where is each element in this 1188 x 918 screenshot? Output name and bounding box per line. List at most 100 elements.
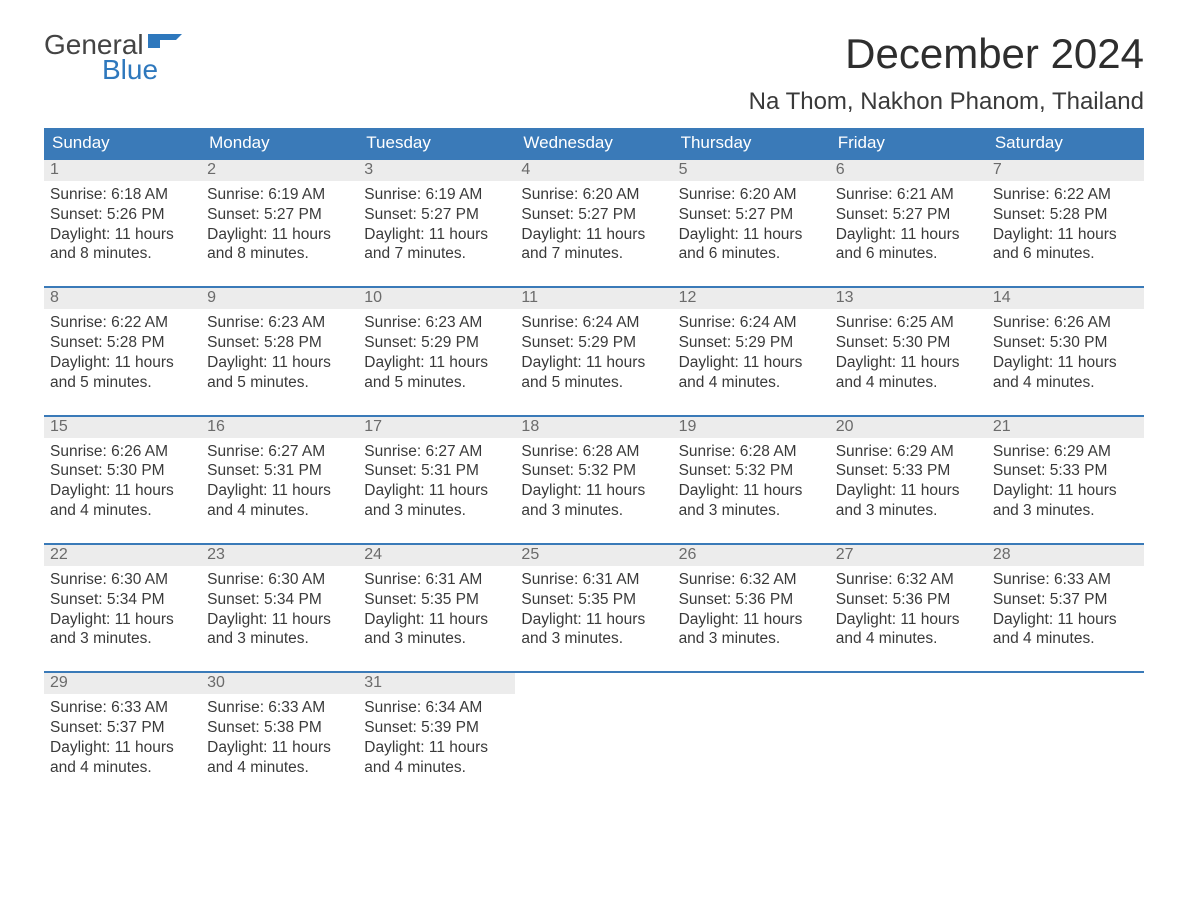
day-content-cell: Sunrise: 6:33 AMSunset: 5:37 PMDaylight:… [987, 566, 1144, 672]
sunset-text: Sunset: 5:30 PM [993, 333, 1138, 353]
day-number-cell: 15 [44, 416, 201, 438]
day-content-cell: Sunrise: 6:31 AMSunset: 5:35 PMDaylight:… [515, 566, 672, 672]
sunset-text: Sunset: 5:27 PM [521, 205, 666, 225]
weekday-header: Wednesday [515, 128, 672, 159]
day-number-cell: 7 [987, 159, 1144, 181]
logo: General Blue [44, 30, 182, 85]
sunset-text: Sunset: 5:36 PM [679, 590, 824, 610]
day-content-cell: Sunrise: 6:22 AMSunset: 5:28 PMDaylight:… [44, 309, 201, 415]
sunset-text: Sunset: 5:32 PM [521, 461, 666, 481]
sunrise-text: Sunrise: 6:30 AM [207, 570, 352, 590]
sunset-text: Sunset: 5:34 PM [207, 590, 352, 610]
sunrise-text: Sunrise: 6:26 AM [993, 313, 1138, 333]
daylight-text: Daylight: 11 hours and 4 minutes. [993, 610, 1138, 650]
sunset-text: Sunset: 5:28 PM [50, 333, 195, 353]
sunset-text: Sunset: 5:37 PM [993, 590, 1138, 610]
day-number-cell: 16 [201, 416, 358, 438]
day-number-cell: 11 [515, 287, 672, 309]
sunrise-text: Sunrise: 6:20 AM [679, 185, 824, 205]
daylight-text: Daylight: 11 hours and 6 minutes. [993, 225, 1138, 265]
sunset-text: Sunset: 5:31 PM [364, 461, 509, 481]
day-number-cell [830, 672, 987, 694]
day-number-cell: 8 [44, 287, 201, 309]
weekday-header-row: SundayMondayTuesdayWednesdayThursdayFrid… [44, 128, 1144, 159]
day-content-cell: Sunrise: 6:19 AMSunset: 5:27 PMDaylight:… [358, 181, 515, 287]
daylight-text: Daylight: 11 hours and 5 minutes. [521, 353, 666, 393]
sunset-text: Sunset: 5:35 PM [521, 590, 666, 610]
weekday-header: Thursday [673, 128, 830, 159]
day-number-cell [673, 672, 830, 694]
day-number-cell: 25 [515, 544, 672, 566]
sunrise-text: Sunrise: 6:32 AM [679, 570, 824, 590]
day-number-cell: 21 [987, 416, 1144, 438]
daylight-text: Daylight: 11 hours and 3 minutes. [364, 610, 509, 650]
day-content-cell: Sunrise: 6:28 AMSunset: 5:32 PMDaylight:… [673, 438, 830, 544]
day-number-cell [987, 672, 1144, 694]
daylight-text: Daylight: 11 hours and 4 minutes. [207, 481, 352, 521]
day-content-cell: Sunrise: 6:29 AMSunset: 5:33 PMDaylight:… [830, 438, 987, 544]
day-content-row: Sunrise: 6:22 AMSunset: 5:28 PM Daylight:… [44, 309, 1144, 415]
sunset-text: Sunset: 5:27 PM [364, 205, 509, 225]
sunrise-text: Sunrise: 6:25 AM [836, 313, 981, 333]
sunrise-text: Sunrise: 6:27 AM [207, 442, 352, 462]
daylight-text: Daylight: 11 hours and 8 minutes. [207, 225, 352, 265]
sunrise-text: Sunrise: 6:29 AM [993, 442, 1138, 462]
day-content-cell: Sunrise: 6:33 AMSunset: 5:38 PMDaylight:… [201, 694, 358, 800]
sunrise-text: Sunrise: 6:28 AM [521, 442, 666, 462]
daylight-text: Daylight: 11 hours and 3 minutes. [679, 481, 824, 521]
weekday-header: Monday [201, 128, 358, 159]
sunrise-text: Sunrise: 6:19 AM [364, 185, 509, 205]
day-number-cell: 4 [515, 159, 672, 181]
sunset-text: Sunset: 5:33 PM [836, 461, 981, 481]
sunrise-text: Sunrise: 6:24 AM [679, 313, 824, 333]
day-content-cell: Sunrise: 6:33 AMSunset: 5:37 PMDaylight:… [44, 694, 201, 800]
day-number-row: 1234567 [44, 159, 1144, 181]
sunset-text: Sunset: 5:29 PM [679, 333, 824, 353]
sunrise-text: Sunrise: 6:30 AM [50, 570, 195, 590]
logo-word-blue: Blue [44, 55, 182, 84]
daylight-text: Daylight: 11 hours and 3 minutes. [679, 610, 824, 650]
day-number-row: 293031 [44, 672, 1144, 694]
sunset-text: Sunset: 5:30 PM [50, 461, 195, 481]
day-content-row: Sunrise: 6:26 AMSunset: 5:30 PMDaylight:… [44, 438, 1144, 544]
day-number-row: 15161718192021 [44, 416, 1144, 438]
month-title: December 2024 [749, 30, 1144, 78]
day-content-cell: Sunrise: 6:24 AMSunset: 5:29 PMDaylight:… [673, 309, 830, 415]
day-number-cell: 13 [830, 287, 987, 309]
day-content-cell [830, 694, 987, 800]
day-content-cell: Sunrise: 6:19 AMSunset: 5:27 PMDaylight:… [201, 181, 358, 287]
day-number-cell: 24 [358, 544, 515, 566]
day-content-row: Sunrise: 6:18 AMSunset: 5:26 PMDaylight:… [44, 181, 1144, 287]
day-content-cell: Sunrise: 6:31 AMSunset: 5:35 PMDaylight:… [358, 566, 515, 672]
day-content-cell: Sunrise: 6:26 AMSunset: 5:30 PMDaylight:… [987, 309, 1144, 415]
day-content-row: Sunrise: 6:30 AMSunset: 5:34 PMDaylight:… [44, 566, 1144, 672]
sunrise-text: Sunrise: 6:31 AM [521, 570, 666, 590]
sunset-text: Sunset: 5:29 PM [364, 333, 509, 353]
sunset-text: Sunset: 5:35 PM [364, 590, 509, 610]
day-number-cell [515, 672, 672, 694]
day-content-cell: Sunrise: 6:34 AMSunset: 5:39 PMDaylight:… [358, 694, 515, 800]
sunset-text: Sunset: 5:39 PM [364, 718, 509, 738]
sunset-text: Sunset: 5:27 PM [836, 205, 981, 225]
day-number-cell: 2 [201, 159, 358, 181]
daylight-text: Daylight: 11 hours and 3 minutes. [836, 481, 981, 521]
sunset-text: Sunset: 5:28 PM [993, 205, 1138, 225]
day-content-cell: Sunrise: 6:23 AMSunset: 5:29 PMDaylight:… [358, 309, 515, 415]
day-number-cell: 31 [358, 672, 515, 694]
daylight-text: Daylight: 11 hours and 4 minutes. [836, 353, 981, 393]
sunrise-text: Sunrise: 6:22 AM [993, 185, 1138, 205]
day-content-cell: Sunrise: 6:20 AMSunset: 5:27 PMDaylight:… [515, 181, 672, 287]
sunset-text: Sunset: 5:27 PM [207, 205, 352, 225]
day-number-cell: 17 [358, 416, 515, 438]
daylight-text: Daylight: 11 hours and 4 minutes. [50, 738, 195, 778]
sunset-text: Sunset: 5:33 PM [993, 461, 1138, 481]
sunrise-text: Sunrise: 6:22 AM [50, 313, 195, 333]
day-number-cell: 9 [201, 287, 358, 309]
daylight-text: Daylight: 11 hours and 5 minutes. [207, 353, 352, 393]
daylight-text: Daylight: 11 hours and 4 minutes. [207, 738, 352, 778]
day-number-cell: 14 [987, 287, 1144, 309]
daylight-text: Daylight: 11 hours and 5 minutes. [364, 353, 509, 393]
day-content-cell: Sunrise: 6:21 AMSunset: 5:27 PMDaylight:… [830, 181, 987, 287]
day-number-cell: 28 [987, 544, 1144, 566]
sunrise-text: Sunrise: 6:21 AM [836, 185, 981, 205]
